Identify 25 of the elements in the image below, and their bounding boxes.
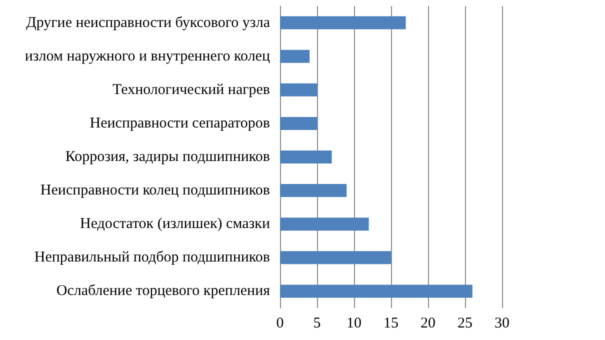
y-tick-label: Неисправности колец подшипников xyxy=(40,182,270,199)
x-tick-label: 10 xyxy=(346,316,362,332)
x-tick-label: 20 xyxy=(420,316,436,332)
y-tick-label: излом наружного и внутреннего колец xyxy=(24,48,270,64)
bar xyxy=(280,284,472,298)
y-tick-label: Неправильный подбор подшипников xyxy=(34,250,270,266)
bar xyxy=(280,150,332,164)
y-tick-label: Технологический нагрев xyxy=(112,82,270,98)
bar xyxy=(280,16,406,30)
y-tick-label: Коррозия, задиры подшипников xyxy=(65,149,270,165)
bar xyxy=(280,116,317,130)
bar xyxy=(280,83,317,96)
y-tick-label: Неисправности сепараторов xyxy=(90,115,270,132)
x-tick-label: 25 xyxy=(458,316,472,332)
bar xyxy=(280,184,347,198)
x-tick-label: 30 xyxy=(494,316,510,332)
y-tick-label: Ослабление торцевого крепления xyxy=(56,283,270,300)
x-tick-label: 5 xyxy=(313,316,321,332)
bar xyxy=(280,218,369,231)
bar xyxy=(280,50,310,63)
bar xyxy=(280,251,391,264)
y-tick-label: Другие неисправности буксового узла xyxy=(26,14,270,31)
x-tick-label: 0 xyxy=(276,316,284,332)
y-tick-label: Недостаток (излишек) смазки xyxy=(80,216,270,232)
x-tick-label: 15 xyxy=(384,316,398,332)
